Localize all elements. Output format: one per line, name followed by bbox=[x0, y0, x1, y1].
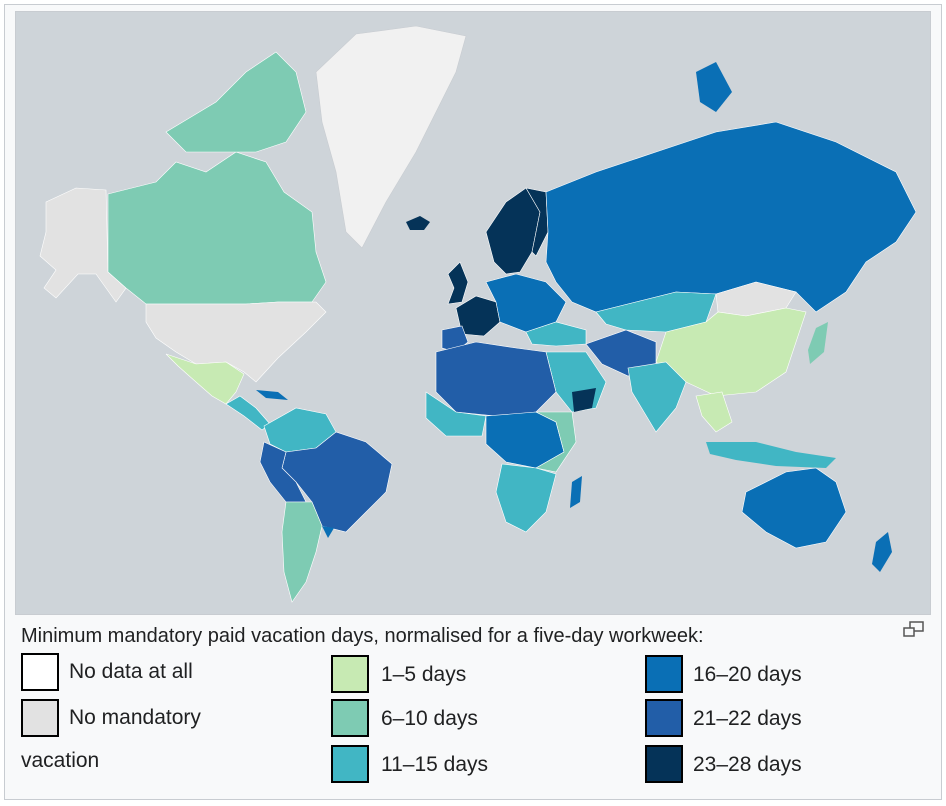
legend-swatch bbox=[331, 745, 369, 783]
country-new-zealand[interactable] bbox=[872, 532, 892, 572]
country-russia[interactable] bbox=[545, 121, 917, 313]
legend-label: 11–15 days bbox=[381, 753, 489, 776]
legend-label: No mandatory bbox=[69, 706, 201, 729]
map-figure: Minimum mandatory paid vacation days, no… bbox=[4, 4, 942, 800]
country-uk[interactable] bbox=[447, 261, 469, 305]
country-mexico[interactable] bbox=[165, 353, 245, 405]
world-map[interactable] bbox=[15, 11, 931, 615]
legend-label-line2: vacation bbox=[21, 749, 100, 772]
legend-label: 21–22 days bbox=[693, 707, 802, 730]
country-madagascar[interactable] bbox=[570, 476, 582, 508]
country-india[interactable] bbox=[627, 361, 687, 433]
country-indonesia[interactable] bbox=[706, 442, 836, 468]
country-alaska[interactable] bbox=[39, 187, 127, 303]
legend-swatch bbox=[645, 655, 683, 693]
legend-label: 1–5 days bbox=[381, 663, 467, 686]
country-argentina-chile[interactable] bbox=[281, 501, 323, 603]
country-russia-north-islands[interactable] bbox=[696, 62, 732, 112]
enlarge-icon[interactable] bbox=[903, 621, 925, 637]
country-australia[interactable] bbox=[741, 467, 847, 549]
legend-label: No data at all bbox=[69, 660, 193, 683]
world-map-svg bbox=[16, 12, 930, 614]
legend-swatch bbox=[645, 745, 683, 783]
country-japan[interactable] bbox=[808, 322, 828, 364]
country-uruguay[interactable] bbox=[322, 526, 334, 538]
country-east-africa[interactable] bbox=[535, 411, 577, 473]
legend-label: 23–28 days bbox=[693, 753, 802, 776]
country-west-africa[interactable] bbox=[425, 391, 487, 437]
country-iceland[interactable] bbox=[406, 216, 430, 230]
legend-label: 6–10 days bbox=[381, 707, 478, 730]
country-yemen[interactable] bbox=[572, 388, 596, 412]
map-caption: Minimum mandatory paid vacation days, no… bbox=[21, 625, 704, 647]
legend-swatch bbox=[645, 699, 683, 737]
country-cuba[interactable] bbox=[256, 390, 288, 400]
legend-swatch bbox=[331, 655, 369, 693]
legend-label: 16–20 days bbox=[693, 663, 802, 686]
country-usa[interactable] bbox=[145, 301, 327, 383]
legend-swatch bbox=[21, 699, 59, 737]
country-canada[interactable] bbox=[107, 151, 327, 305]
country-southeast-asia[interactable] bbox=[695, 391, 733, 433]
legend-swatch bbox=[21, 653, 59, 691]
country-north-africa[interactable] bbox=[435, 341, 557, 417]
country-southern-africa[interactable] bbox=[495, 463, 557, 533]
country-canada-islands[interactable] bbox=[165, 51, 307, 153]
legend-swatch bbox=[331, 699, 369, 737]
country-greenland[interactable] bbox=[315, 25, 467, 249]
